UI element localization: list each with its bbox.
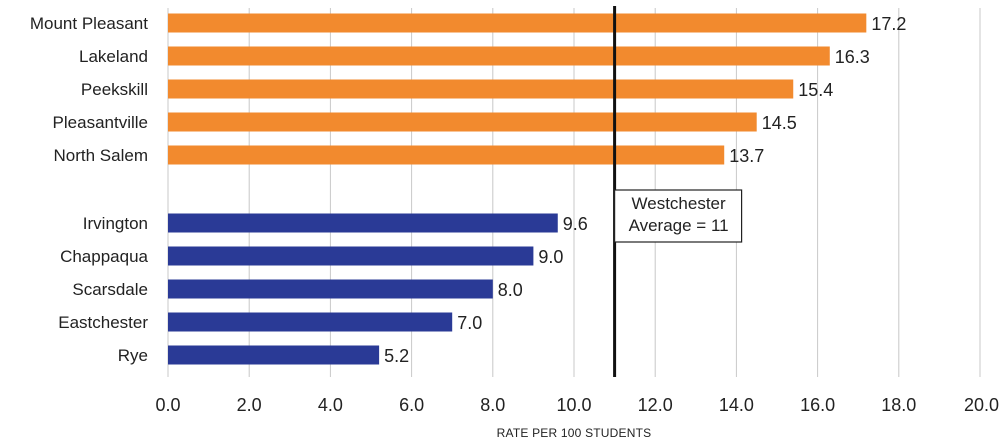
x-tick-label: 4.0 <box>318 395 343 415</box>
data-label: 15.4 <box>798 80 833 100</box>
reference-line-group: Westchester Average = 11 <box>613 6 743 377</box>
data-label: 9.6 <box>563 214 588 234</box>
category-label: Eastchester <box>58 313 148 332</box>
x-tick-label: 8.0 <box>480 395 505 415</box>
x-tick-label: 10.0 <box>556 395 591 415</box>
bar <box>168 13 867 33</box>
bar <box>168 213 558 233</box>
category-label: Chappaqua <box>60 247 148 266</box>
x-tick-label: 16.0 <box>800 395 835 415</box>
data-label: 7.0 <box>457 313 482 333</box>
x-tick-label: 20.0 <box>964 395 999 415</box>
x-tick-label: 12.0 <box>638 395 673 415</box>
bar <box>168 79 794 99</box>
average-annotation-text: Westchester <box>632 194 727 213</box>
average-annotation-text: Average = 11 <box>629 216 729 235</box>
x-tick-label: 6.0 <box>399 395 424 415</box>
bar <box>168 112 757 132</box>
value-labels: 17.216.315.414.5 13.7 9.69.0 8.0 7.0 5.2 <box>384 14 906 366</box>
bar <box>168 345 380 365</box>
data-label: 16.3 <box>835 47 870 67</box>
data-label: 9.0 <box>538 247 563 267</box>
x-tick-label: 2.0 <box>237 395 262 415</box>
bar <box>168 312 453 332</box>
data-label: 5.2 <box>384 346 409 366</box>
category-label: Peekskill <box>81 80 148 99</box>
category-label: Irvington <box>83 214 148 233</box>
average-annotation-box <box>613 189 743 243</box>
data-label: 13.7 <box>729 146 764 166</box>
data-label: 8.0 <box>498 280 523 300</box>
x-axis-title: RATE PER 100 STUDENTS <box>497 426 652 440</box>
category-labels: Mount Pleasant Lakeland Peekskill Pleasantv… <box>30 14 149 365</box>
category-label: Lakeland <box>79 47 148 66</box>
data-label: 17.2 <box>871 14 906 34</box>
category-label: Pleasantville <box>53 113 148 132</box>
category-label: Scarsdale <box>72 280 148 299</box>
data-label: 14.5 <box>762 113 797 133</box>
bars <box>168 13 867 365</box>
bar <box>168 246 534 266</box>
x-tick-labels: 0.0 2.0 4.0 6.0 8.0 10.0 12.0 14.0 16.0 18.0 20.0 <box>155 395 999 415</box>
bar <box>168 279 493 299</box>
x-tick-label: 14.0 <box>719 395 754 415</box>
x-tick-label: 18.0 <box>881 395 916 415</box>
gridlines <box>167 8 981 377</box>
bar <box>168 145 725 165</box>
category-label: North Salem <box>54 146 148 165</box>
category-label: Mount Pleasant <box>30 14 148 33</box>
x-tick-label: 0.0 <box>155 395 180 415</box>
category-label: Rye <box>118 346 148 365</box>
bar <box>168 46 830 66</box>
